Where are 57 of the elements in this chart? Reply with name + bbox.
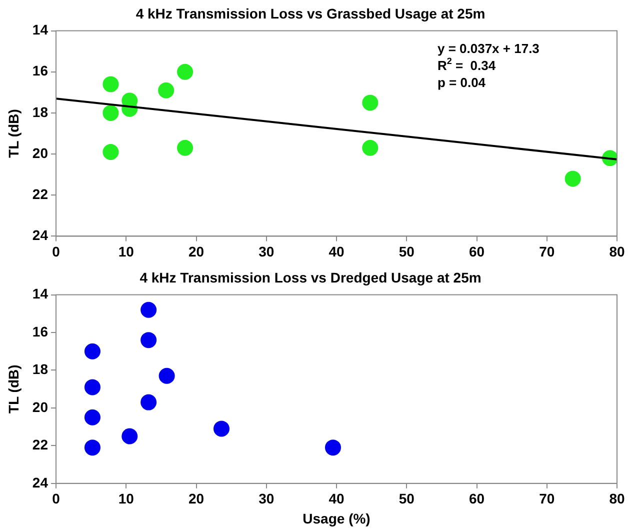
y-tick-label: 24 bbox=[32, 227, 48, 244]
point bbox=[158, 368, 175, 384]
point bbox=[84, 409, 100, 426]
x-tick-label: 10 bbox=[118, 243, 134, 260]
x-tick-label: 40 bbox=[328, 490, 344, 507]
point bbox=[177, 140, 194, 156]
x-tick-label: 60 bbox=[468, 490, 485, 507]
point bbox=[140, 332, 157, 348]
point bbox=[84, 440, 100, 456]
y-tick-label: 18 bbox=[32, 361, 48, 378]
y-axis-title: TL (dB) bbox=[5, 109, 22, 158]
y-tick-label: 22 bbox=[32, 436, 48, 453]
point bbox=[362, 94, 378, 111]
x-tick-label: 60 bbox=[468, 243, 485, 260]
y-tick-label: 16 bbox=[32, 62, 48, 79]
point bbox=[362, 140, 378, 156]
point bbox=[324, 440, 341, 456]
y-tick-label: 22 bbox=[32, 186, 48, 202]
y-tick-label: 24 bbox=[32, 474, 48, 490]
point bbox=[84, 379, 100, 396]
point bbox=[158, 82, 174, 98]
x-tick-label: 20 bbox=[188, 243, 204, 260]
y-tick-label: 18 bbox=[32, 104, 48, 120]
x-tick-label: 10 bbox=[118, 490, 134, 507]
x-tick-label: 50 bbox=[398, 243, 415, 260]
point bbox=[213, 420, 230, 437]
x-axis-title: Usage (%) bbox=[302, 510, 370, 526]
chart-title: 4 kHz Transmission Loss vs Dredged Usage at 25m bbox=[140, 269, 482, 286]
x-tick-label: 40 bbox=[328, 243, 344, 260]
x-tick-label: 70 bbox=[539, 490, 555, 507]
x-tick-label: 80 bbox=[609, 490, 625, 507]
annotation: p = 0.04 bbox=[437, 74, 486, 90]
x-tick-label: 70 bbox=[539, 243, 555, 260]
chart-title: 4 kHz Transmission Loss vs Grassbed Usage at 25m bbox=[136, 5, 486, 22]
x-tick-label: 30 bbox=[258, 243, 274, 260]
point bbox=[102, 104, 119, 121]
x-tick-label: 0 bbox=[52, 490, 60, 507]
point bbox=[140, 302, 157, 318]
point bbox=[102, 144, 119, 160]
x-tick-label: 30 bbox=[258, 490, 274, 507]
y-axis-title: TL (dB) bbox=[5, 364, 22, 414]
point bbox=[564, 170, 581, 187]
x-tick-label: 80 bbox=[609, 243, 625, 260]
y-tick-label: 14 bbox=[32, 22, 48, 38]
point bbox=[140, 394, 157, 410]
point bbox=[84, 343, 100, 360]
annotation: y = 0.037x + 17.3 bbox=[437, 40, 540, 56]
point bbox=[102, 76, 119, 92]
y-tick-label: 20 bbox=[32, 398, 48, 415]
point bbox=[177, 64, 194, 80]
y-tick-label: 16 bbox=[32, 323, 48, 340]
x-tick-label: 20 bbox=[188, 490, 204, 507]
y-tick-label: 14 bbox=[32, 286, 48, 302]
x-tick-label: 50 bbox=[398, 490, 415, 507]
y-tick-label: 20 bbox=[32, 144, 48, 161]
x-tick-label: 0 bbox=[52, 243, 60, 260]
point bbox=[122, 428, 138, 444]
